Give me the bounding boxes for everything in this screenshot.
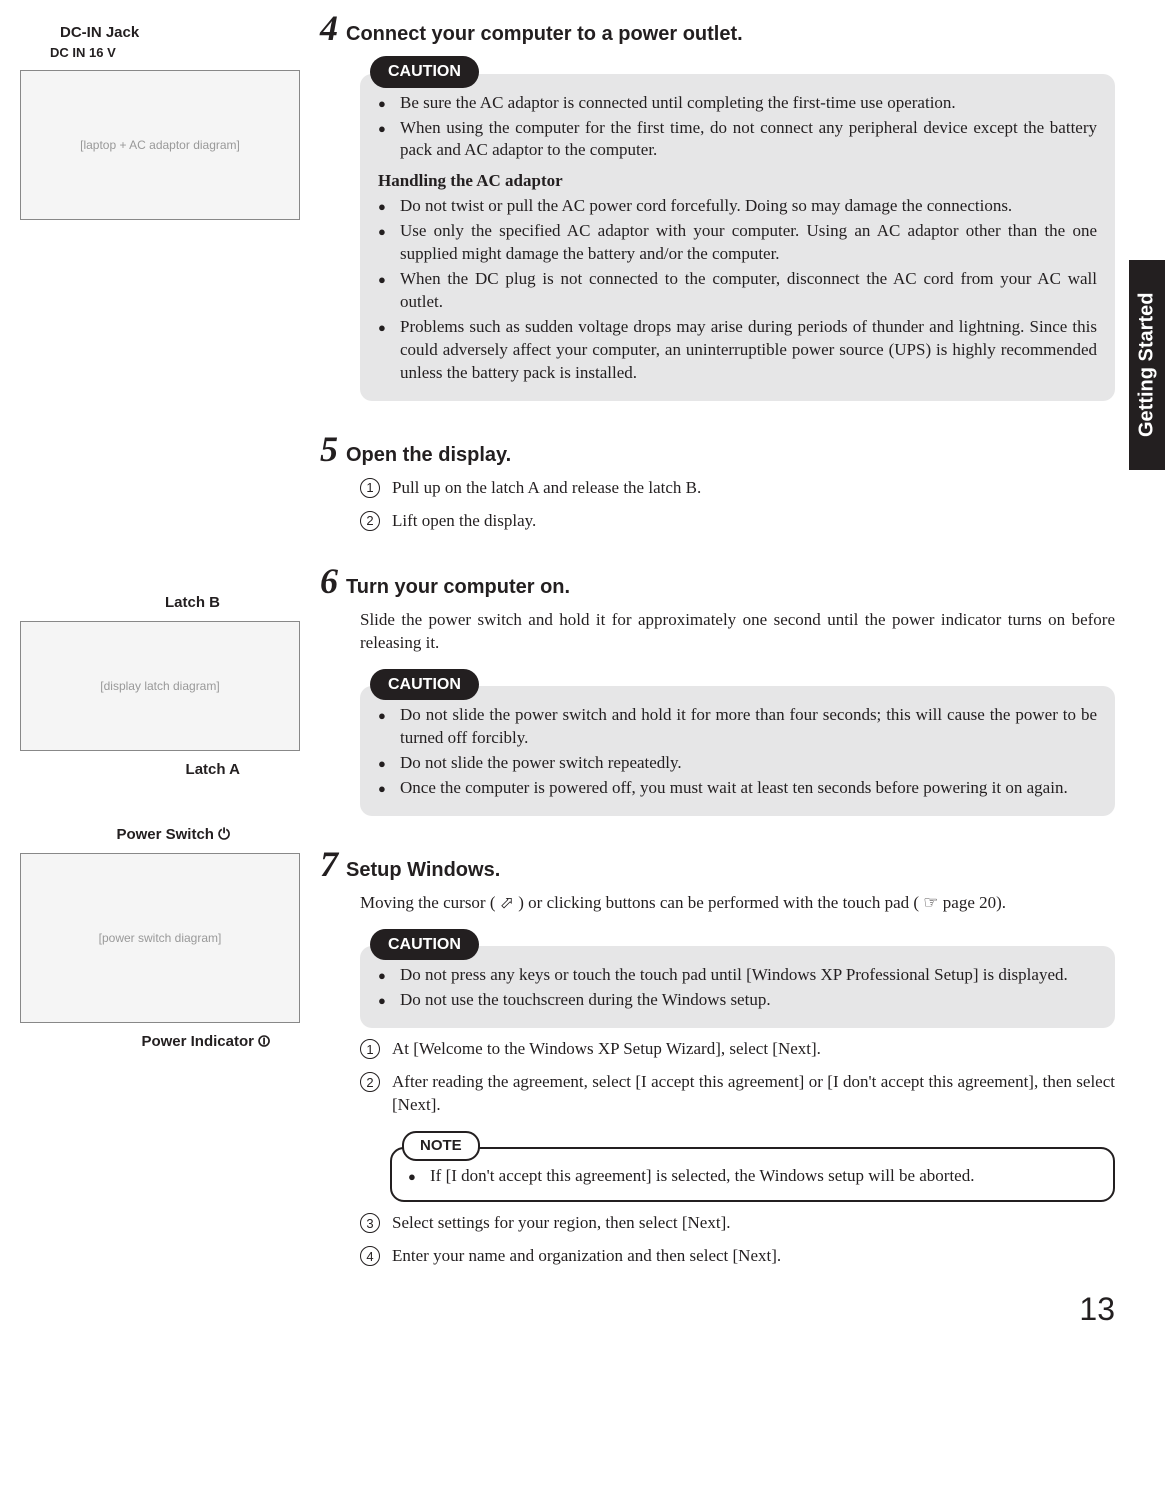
substep: 1 Pull up on the latch A and release the … (360, 477, 1115, 500)
power-indicator-label: Power Indicator ⏼ (20, 1033, 300, 1050)
step-title: Turn your computer on. (346, 576, 570, 599)
page-number: 13 (1079, 1291, 1115, 1328)
page-content: DC-IN Jack DC IN 16 V [laptop + AC adapt… (20, 10, 1115, 1298)
substep-text: After reading the agreement, select [I a… (392, 1072, 1115, 1114)
caution-box: Do not press any keys or touch the touch… (360, 946, 1115, 1028)
step-title: Connect your computer to a power outlet. (346, 23, 743, 46)
circled-number-icon: 3 (360, 1213, 380, 1233)
step-number: 6 (320, 563, 338, 599)
step-7: 7 Setup Windows. Moving the cursor ( ⬀ )… (320, 846, 1115, 1268)
circled-number-icon: 2 (360, 511, 380, 531)
substep: 3 Select settings for your region, then s… (360, 1212, 1115, 1235)
circled-number-icon: 2 (360, 1072, 380, 1092)
step-4: 4 Connect your computer to a power outle… (320, 10, 1115, 401)
latch-b-label: Latch B (20, 594, 300, 611)
note-item: If [I don't accept this agreement] is se… (408, 1165, 1097, 1188)
step-number: 5 (320, 431, 338, 467)
caution-badge: CAUTION (370, 929, 479, 961)
step-5: 5 Open the display. 1 Pull up on the latc… (320, 431, 1115, 533)
caution-item: Do not slide the power switch and hold i… (378, 704, 1097, 750)
circled-number-icon: 4 (360, 1246, 380, 1266)
caution-badge: CAUTION (370, 56, 479, 88)
power-switch-label: Power Switch ⏻ (20, 826, 300, 843)
substep-text: Lift open the display. (392, 511, 536, 530)
circled-number-icon: 1 (360, 1039, 380, 1059)
caution-item: Do not slide the power switch repeatedly… (378, 752, 1097, 775)
note-section: NOTE If [I don't accept this agreement] … (390, 1131, 1115, 1202)
note-box: If [I don't accept this agreement] is se… (390, 1147, 1115, 1202)
step-number: 4 (320, 10, 338, 46)
caution-item: When using the computer for the first ti… (378, 117, 1097, 163)
caution-item: Once the computer is powered off, you mu… (378, 777, 1097, 800)
caution-item: When the DC plug is not connected to the… (378, 268, 1097, 314)
caution-item: Use only the specified AC adaptor with y… (378, 220, 1097, 266)
caution-item: Problems such as sudden voltage drops ma… (378, 316, 1097, 385)
power-switch-diagram: [power switch diagram] (20, 853, 300, 1023)
illustration-column: DC-IN Jack DC IN 16 V [laptop + AC adapt… (20, 10, 300, 1298)
caution-item: Be sure the AC adaptor is connected unti… (378, 92, 1097, 115)
substep: 4 Enter your name and organization and th… (360, 1245, 1115, 1268)
step-intro: Moving the cursor ( ⬀ ) or clicking butt… (360, 892, 1115, 915)
ac-adaptor-diagram: [laptop + AC adaptor diagram] (20, 70, 300, 220)
dcin-voltage-label: DC IN 16 V (50, 45, 300, 60)
step-title: Open the display. (346, 444, 511, 467)
step-intro: Slide the power switch and hold it for a… (360, 609, 1115, 655)
step-title: Setup Windows. (346, 859, 500, 882)
caution-box: Do not slide the power switch and hold i… (360, 686, 1115, 816)
latch-a-label: Latch A (20, 761, 300, 778)
caution-item: Do not use the touchscreen during the Wi… (378, 989, 1097, 1012)
latch-diagram: [display latch diagram] (20, 621, 300, 751)
dcin-jack-label: DC-IN Jack (60, 24, 300, 41)
caution-item: Do not press any keys or touch the touch… (378, 964, 1097, 987)
step-number: 7 (320, 846, 338, 882)
section-tab: Getting Started (1129, 260, 1165, 470)
substep: 2 Lift open the display. (360, 510, 1115, 533)
substep-text: Enter your name and organization and the… (392, 1246, 781, 1265)
caution-subhead: Handling the AC adaptor (378, 170, 1097, 193)
substep: 2 After reading the agreement, select [I … (360, 1071, 1115, 1117)
caution-badge: CAUTION (370, 669, 479, 701)
instruction-column: 4 Connect your computer to a power outle… (320, 10, 1115, 1298)
substep-text: At [Welcome to the Windows XP Setup Wiza… (392, 1039, 821, 1058)
step-6: 6 Turn your computer on. Slide the power… (320, 563, 1115, 816)
circled-number-icon: 1 (360, 478, 380, 498)
note-badge: NOTE (402, 1131, 480, 1161)
substep-text: Select settings for your region, then se… (392, 1213, 730, 1232)
caution-item: Do not twist or pull the AC power cord f… (378, 195, 1097, 218)
caution-box: Be sure the AC adaptor is connected unti… (360, 74, 1115, 401)
substep-text: Pull up on the latch A and release the l… (392, 478, 701, 497)
substep: 1 At [Welcome to the Windows XP Setup Wiz… (360, 1038, 1115, 1061)
